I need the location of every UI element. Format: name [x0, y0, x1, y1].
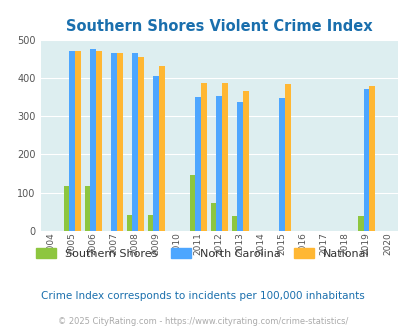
Bar: [84, 186, 90, 231]
Bar: [243, 91, 248, 231]
Bar: [132, 53, 138, 231]
Bar: [237, 102, 243, 231]
Bar: [75, 51, 81, 231]
Bar: [284, 84, 290, 231]
Bar: [117, 53, 122, 231]
Bar: [279, 98, 284, 231]
Bar: [231, 216, 237, 231]
Bar: [216, 96, 222, 231]
Title: Southern Shores Violent Crime Index: Southern Shores Violent Crime Index: [66, 19, 372, 34]
Bar: [159, 66, 164, 231]
Bar: [96, 51, 101, 231]
Bar: [153, 76, 159, 231]
Bar: [90, 49, 96, 231]
Bar: [362, 88, 368, 231]
Text: © 2025 CityRating.com - https://www.cityrating.com/crime-statistics/: © 2025 CityRating.com - https://www.city…: [58, 317, 347, 326]
Bar: [111, 53, 117, 231]
Bar: [64, 186, 69, 231]
Bar: [195, 97, 200, 231]
Bar: [200, 83, 206, 231]
Bar: [126, 214, 132, 231]
Bar: [210, 203, 216, 231]
Bar: [189, 175, 195, 231]
Bar: [222, 83, 227, 231]
Text: Crime Index corresponds to incidents per 100,000 inhabitants: Crime Index corresponds to incidents per…: [41, 291, 364, 301]
Legend: Southern Shores, North Carolina, National: Southern Shores, North Carolina, Nationa…: [32, 244, 373, 263]
Bar: [147, 214, 153, 231]
Bar: [368, 86, 374, 231]
Bar: [69, 51, 75, 231]
Bar: [357, 216, 362, 231]
Bar: [138, 57, 143, 231]
